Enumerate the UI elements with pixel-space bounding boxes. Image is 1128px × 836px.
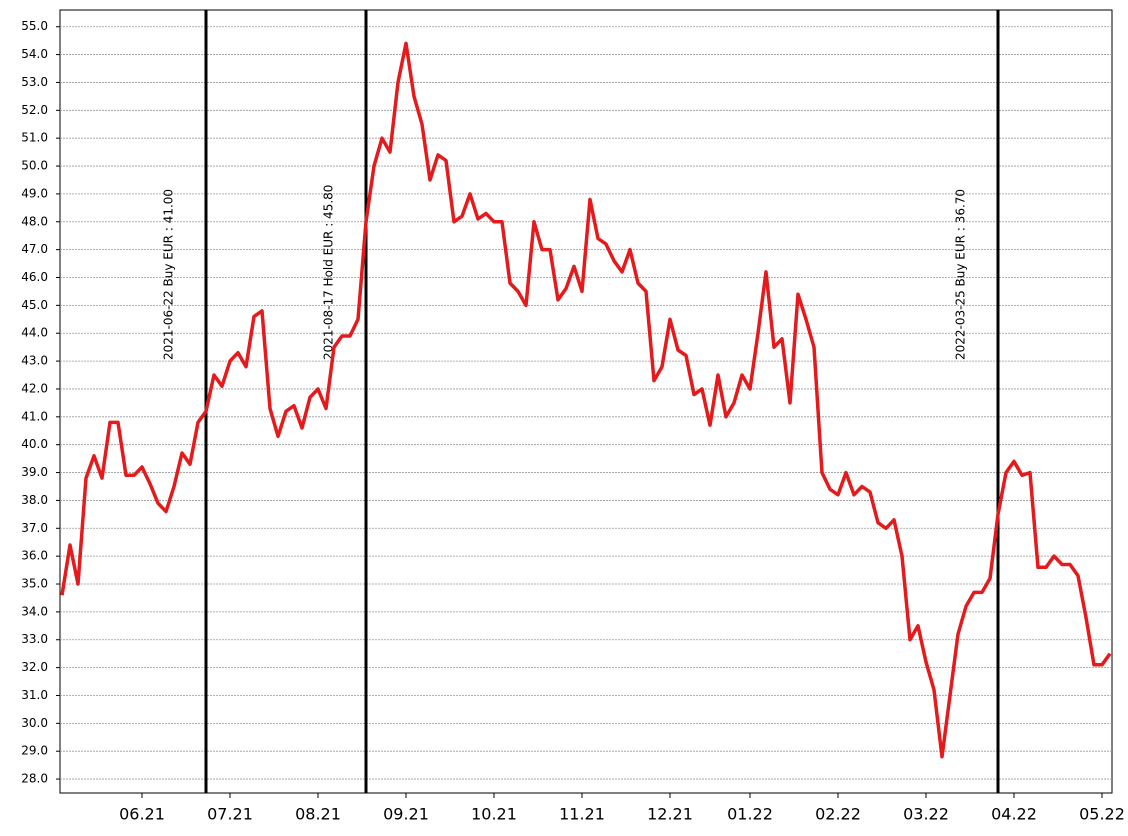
- y-tick-label: 28.0: [21, 772, 48, 786]
- y-tick-label: 51.0: [21, 131, 48, 145]
- y-tick-label: 29.0: [21, 744, 48, 758]
- x-tick-label: 05.22: [1079, 805, 1125, 824]
- y-tick-label: 34.0: [21, 604, 48, 618]
- x-tick-label: 06.21: [119, 805, 165, 824]
- y-tick-label: 45.0: [21, 298, 48, 312]
- y-tick-label: 46.0: [21, 270, 48, 284]
- x-tick-label: 09.21: [383, 805, 429, 824]
- y-tick-label: 47.0: [21, 242, 48, 256]
- y-tick-label: 35.0: [21, 577, 48, 591]
- signal-label: 2021-06-22 Buy EUR : 41.00: [162, 189, 176, 360]
- x-tick-label: 11.21: [559, 805, 605, 824]
- y-tick-label: 43.0: [21, 354, 48, 368]
- y-tick-label: 53.0: [21, 75, 48, 89]
- y-tick-label: 40.0: [21, 437, 48, 451]
- x-tick-label: 10.21: [471, 805, 517, 824]
- y-tick-label: 36.0: [21, 549, 48, 563]
- signal-label: 2021-08-17 Hold EUR : 45.80: [322, 185, 336, 360]
- y-tick-label: 30.0: [21, 716, 48, 730]
- y-tick-label: 41.0: [21, 409, 48, 423]
- y-tick-label: 42.0: [21, 381, 48, 395]
- price-line: [60, 41, 1112, 759]
- y-tick-label: 37.0: [21, 521, 48, 535]
- signal-label: 2022-03-25 Buy EUR : 36.70: [954, 189, 968, 360]
- x-tick-label: 01.22: [727, 805, 773, 824]
- y-tick-label: 50.0: [21, 159, 48, 173]
- x-tick-label: 07.21: [207, 805, 253, 824]
- y-tick-label: 32.0: [21, 660, 48, 674]
- x-tick-label: 08.21: [295, 805, 341, 824]
- x-tick-label: 03.22: [903, 805, 949, 824]
- y-tick-label: 49.0: [21, 186, 48, 200]
- plot-area: [59, 9, 1113, 794]
- x-tick-label: 02.22: [815, 805, 861, 824]
- y-tick-label: 38.0: [21, 493, 48, 507]
- x-tick-label: 12.21: [647, 805, 693, 824]
- x-tick-label: 04.22: [991, 805, 1037, 824]
- y-tick-label: 48.0: [21, 214, 48, 228]
- y-tick-label: 31.0: [21, 688, 48, 702]
- y-tick-label: 54.0: [21, 47, 48, 61]
- y-tick-label: 52.0: [21, 103, 48, 117]
- y-tick-label: 44.0: [21, 326, 48, 340]
- y-tick-label: 33.0: [21, 632, 48, 646]
- y-tick-label: 39.0: [21, 465, 48, 479]
- y-tick-label: 55.0: [21, 19, 48, 33]
